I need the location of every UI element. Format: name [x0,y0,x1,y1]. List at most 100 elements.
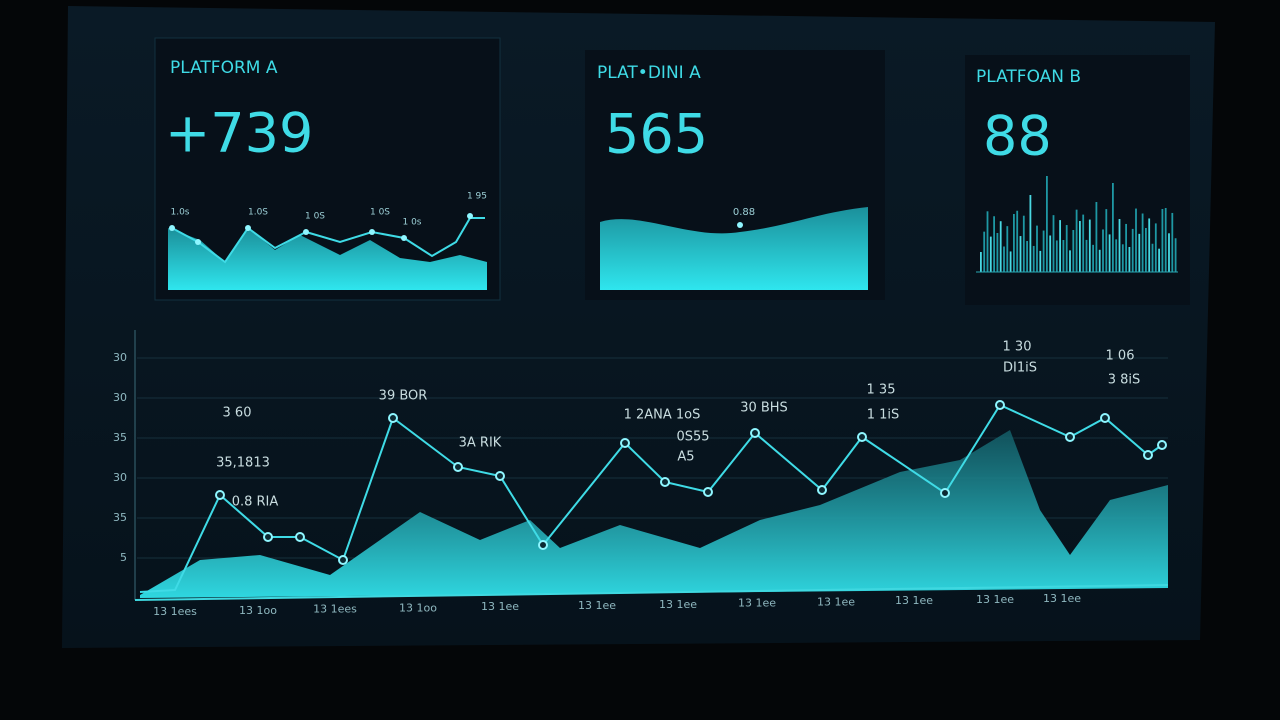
bar-decoration [1026,241,1028,272]
bar-decoration [1141,213,1144,272]
sparkline-point [195,239,201,245]
bar-decoration [1006,226,1009,272]
sparkline-label: 0.88 [733,207,755,218]
bar-decoration [1069,250,1071,272]
trend-point [538,540,548,550]
bar-decoration [1102,229,1104,272]
trend-point [857,432,867,442]
trend-point [995,400,1005,410]
y-tick-label: 35 [113,431,127,444]
bar-decoration [1065,225,1068,272]
card-value: 565 [605,103,708,166]
trend-point [750,428,760,438]
bar-decoration [1079,221,1081,272]
trend-point [620,438,630,448]
bar-decoration [1135,208,1137,272]
point-label: 3A RIK [459,436,502,451]
trend-point [1100,413,1110,423]
bar-decoration [1022,215,1025,272]
card-value: 88 [983,105,1052,168]
x-tick-label: 13 1ees [313,603,357,616]
trend-point [1065,432,1075,442]
bar-decoration [1003,246,1005,272]
x-tick-label: 13 1oo [239,604,277,617]
bar-decoration [1168,233,1170,272]
x-tick-label: 13 1ee [895,594,933,607]
bar-decoration [1161,209,1164,272]
point-label: 3 60 [223,406,252,421]
sparkline-label: 1 0S [370,208,390,218]
bar-decoration [1125,223,1127,272]
point-label: 1 30 [1003,340,1032,355]
x-tick-label: 13 1ee [659,598,697,611]
point-label: A5 [677,450,694,465]
bar-decoration [1009,251,1012,272]
sparkline-area [600,207,868,290]
point-label: 1 2ANA 1oS [624,408,701,423]
bar-decoration [989,236,992,272]
bar-decoration [1158,248,1160,272]
bar-decoration [996,233,999,272]
sparkline-point [737,222,743,228]
point-label: 0.8 RIA [232,495,279,510]
x-tick-label: 13 1ee [578,599,616,612]
bar-decoration [1092,244,1094,272]
sparkline-area [168,228,487,290]
bar-decoration [1138,233,1141,272]
bar-decoration [1072,230,1075,272]
point-label: 30 BHS [740,401,788,416]
bar-decoration [1145,228,1147,272]
bar-decoration [1121,244,1124,272]
bar-decoration [1029,195,1032,272]
card-value: +739 [165,102,313,165]
trend-point [263,532,273,542]
bar-decoration [1052,215,1055,272]
y-tick-label: 5 [120,551,127,564]
bar-decoration [1085,239,1088,272]
bar-decoration [1088,219,1091,272]
trend-point [338,555,348,565]
bar-decoration [1118,219,1121,272]
trend-point [817,485,827,495]
sparkline-point [401,235,407,241]
x-axis [134,584,1169,601]
trend-point [1143,450,1153,460]
sparkline-point [245,225,251,231]
sparkline [171,217,485,264]
bar-decoration [1032,245,1035,272]
trend-point [388,413,398,423]
bar-decoration [1095,202,1098,272]
sparkline-point [303,229,309,235]
bar-decoration [1059,220,1061,272]
bar-decoration [1098,249,1101,272]
bar-decoration [1148,218,1151,272]
bar-decoration [1055,240,1058,272]
trend-point [215,490,225,500]
trend-point [1157,440,1167,450]
point-label: DI1iS [1003,361,1037,376]
x-tick-label: 13 1ee [738,597,776,610]
sparkline-label: 1.0S [248,208,268,218]
bar-decoration [983,231,986,272]
point-label: 1 1iS [867,408,900,423]
sparkline-point [169,225,175,231]
bar-decoration [1112,183,1114,272]
bar-decoration [1049,235,1052,272]
sparkline-label: 1 0S [305,212,325,222]
sparkline-label: 1.0s [170,208,189,218]
bar-decoration [1075,209,1078,272]
sparkline-point [467,213,473,219]
x-tick-label: 13 1ee [481,600,519,613]
card-title: PLATFORM A [170,58,278,78]
card-title: PLATFOAN B [976,67,1081,87]
x-tick-label: 13 1ee [817,595,855,608]
bar-decoration [993,216,995,272]
bar-decoration [1016,210,1019,272]
bar-decoration [1036,225,1038,272]
bar-decoration [1013,214,1015,272]
bar-decoration [1164,208,1167,272]
x-tick-label: 13 1ee [1043,592,1081,605]
sparkline-label: 1 0s [402,218,421,228]
